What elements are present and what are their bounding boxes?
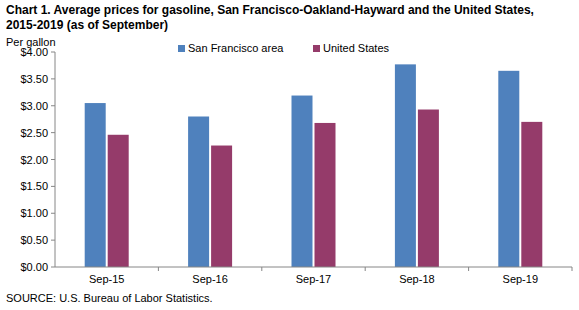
x-tick: [261, 267, 262, 271]
x-tick: [365, 267, 366, 271]
x-tick-label: Sep-16: [192, 273, 227, 285]
y-tick-label: $1.00: [20, 207, 48, 219]
legend-label: United States: [323, 42, 390, 54]
y-tick: [51, 52, 55, 53]
bar: [292, 96, 313, 267]
bar: [108, 135, 129, 267]
y-tick: [51, 267, 55, 268]
bar: [418, 110, 439, 267]
bar: [498, 71, 519, 267]
x-tick: [468, 267, 469, 271]
y-tick: [51, 159, 55, 160]
x-tick-label: Sep-18: [399, 273, 434, 285]
legend-swatch: [178, 45, 185, 52]
bar: [85, 103, 106, 267]
y-tick-label: $2.50: [20, 127, 48, 139]
x-tick: [572, 267, 573, 271]
x-tick-label: Sep-17: [296, 273, 331, 285]
y-tick-label: $0.50: [20, 234, 48, 246]
y-tick: [51, 186, 55, 187]
bar: [521, 122, 542, 267]
y-tick: [51, 105, 55, 106]
y-tick: [51, 78, 55, 79]
chart-svg: Per gallon$0.00$0.50$1.00$1.50$2.00$2.50…: [0, 0, 579, 310]
y-tick-label: $0.00: [20, 261, 48, 273]
chart: Chart 1. Average prices for gasoline, Sa…: [0, 0, 579, 310]
y-tick-label: $2.00: [20, 154, 48, 166]
y-tick: [51, 213, 55, 214]
title: Chart 1. Average prices for gasoline, Sa…: [6, 3, 566, 33]
x-tick-label: Sep-15: [89, 273, 124, 285]
y-tick-label: $4.00: [20, 46, 48, 58]
y-tick: [51, 132, 55, 133]
y-tick-label: $1.50: [20, 180, 48, 192]
y-tick-label: $3.50: [20, 73, 48, 85]
y-tick-label: $3.00: [20, 100, 48, 112]
x-tick-label: Sep-19: [503, 273, 538, 285]
bar: [395, 64, 416, 267]
x-tick: [158, 267, 159, 271]
x-axis: [55, 267, 572, 268]
bar: [188, 117, 209, 268]
bar: [315, 123, 336, 267]
bar: [211, 146, 232, 267]
bars: [85, 64, 543, 267]
y-axis: [55, 52, 56, 267]
legend-swatch: [313, 45, 320, 52]
source: SOURCE: U.S. Bureau of Labor Statistics.: [6, 292, 213, 304]
y-tick: [51, 240, 55, 241]
legend-label: San Francisco area: [188, 42, 284, 54]
